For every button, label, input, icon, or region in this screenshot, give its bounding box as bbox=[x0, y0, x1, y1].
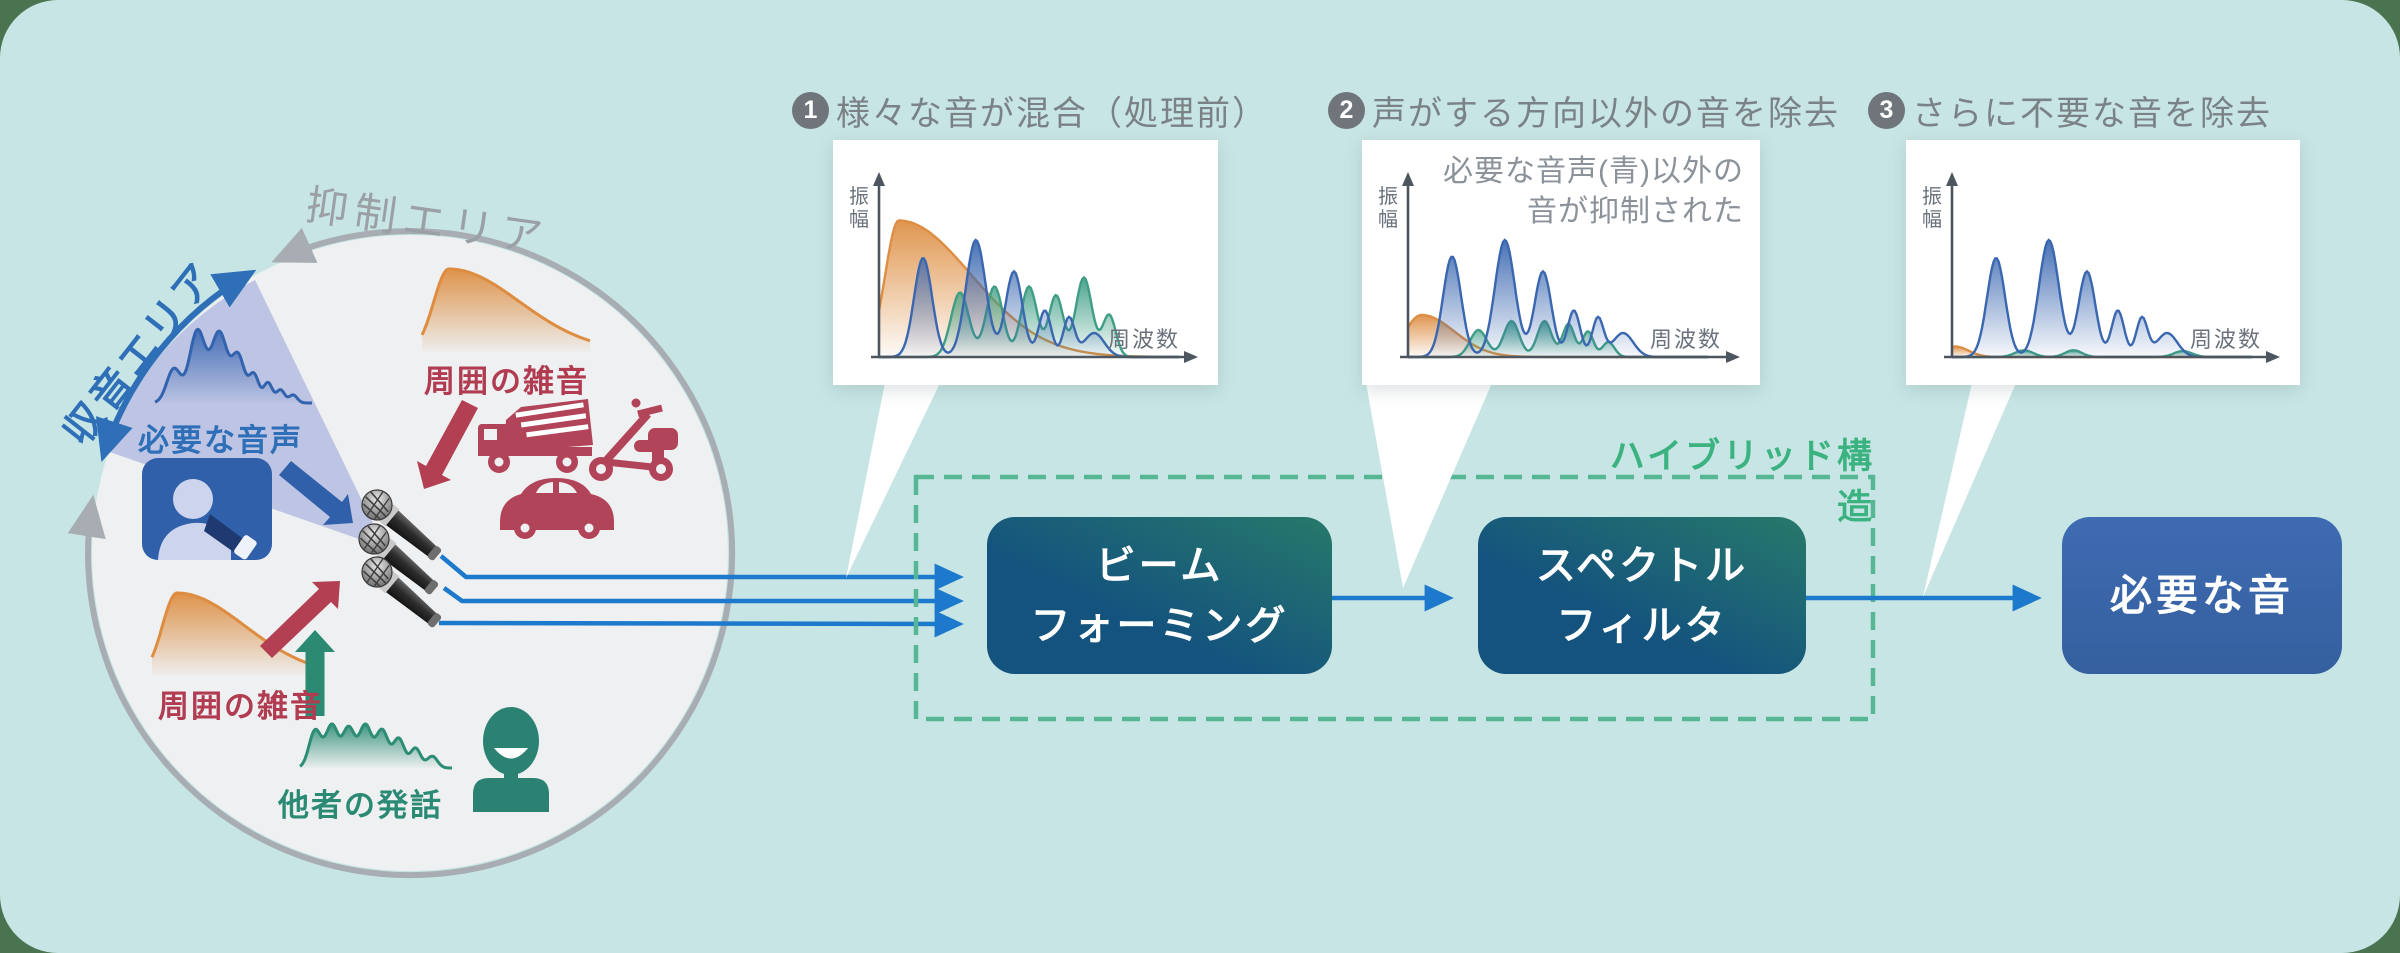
scooter-icon bbox=[589, 398, 678, 481]
y-axis-label: 振幅 bbox=[1378, 186, 1398, 231]
y-axis-label: 振幅 bbox=[1922, 186, 1942, 231]
spectrum-series bbox=[1408, 240, 1708, 357]
x-axis-label: 周波数 bbox=[1107, 327, 1180, 352]
chart-axes bbox=[871, 172, 1198, 363]
ambient-noise-label-top: 周囲の雑音 bbox=[424, 364, 589, 399]
suppression-arc bbox=[67, 227, 736, 879]
beamforming-box: ビーム フォーミング bbox=[987, 517, 1332, 674]
spectrum-chart-before bbox=[871, 172, 1198, 363]
mic-signal-lines bbox=[438, 554, 964, 638]
necessary-voice-label: 必要な音声 bbox=[138, 423, 303, 458]
step-text: 声がする方向以外の音を除去 bbox=[1372, 95, 1840, 133]
other-person-icon bbox=[473, 707, 549, 812]
step-text: 様々な音が混合（処理前） bbox=[836, 95, 1268, 133]
step-label-1: 1 様々な音が混合（処理前） bbox=[792, 86, 1268, 135]
noise-arrow-bottom bbox=[260, 581, 340, 658]
x-axis-label: 周波数 bbox=[2189, 327, 2262, 352]
others-speech-label: 他者の発話 bbox=[278, 788, 443, 823]
step-number-badge: 3 bbox=[1868, 92, 1905, 129]
step-text: さらに不要な音を除去 bbox=[1912, 95, 2272, 133]
voice-waveform bbox=[155, 329, 312, 403]
truck-icon bbox=[478, 399, 593, 473]
x-axis-label: 周波数 bbox=[1649, 327, 1722, 352]
spectrum-series bbox=[879, 240, 1179, 357]
spectrum-series bbox=[1952, 240, 2252, 357]
spectrum-chart-filtered bbox=[1944, 172, 2280, 363]
noise-hump-top bbox=[422, 269, 590, 352]
car-icon bbox=[500, 478, 614, 539]
y-axis-label: 振幅 bbox=[849, 186, 869, 231]
bubble-tail-1 bbox=[846, 383, 940, 578]
bubble-tail-3 bbox=[1923, 383, 2016, 597]
pickup-arc bbox=[96, 269, 257, 462]
chart-axes bbox=[1944, 172, 2280, 363]
speech-arrow bbox=[295, 630, 335, 716]
bubble-tail-2 bbox=[1366, 383, 1492, 588]
voice-arrow bbox=[279, 461, 353, 525]
chart-panel-before: 振幅 周波数 bbox=[833, 140, 1218, 385]
chart-axes bbox=[1400, 172, 1740, 363]
step-number-badge: 1 bbox=[792, 92, 829, 129]
chart-panel-beamformed: 振幅 周波数 必要な音声(青)以外の 音が抑制された bbox=[1362, 140, 1760, 385]
ambient-noise-label-bottom: 周囲の雑音 bbox=[158, 689, 323, 724]
spectrum-chart-beamformed bbox=[1400, 172, 1740, 363]
step-number-badge: 2 bbox=[1328, 92, 1365, 129]
step-label-2: 2 声がする方向以外の音を除去 bbox=[1328, 86, 1840, 135]
hybrid-structure-label: ハイブリッド構造 bbox=[1609, 437, 1875, 527]
chart-panel-filtered: 振幅 周波数 bbox=[1906, 140, 2300, 385]
spectral-filter-box: スペクトル フィルタ bbox=[1478, 517, 1806, 674]
spectrum-series bbox=[879, 277, 1179, 357]
output-box: 必要な音 bbox=[2062, 517, 2342, 674]
speaker-person-icon bbox=[142, 458, 272, 560]
noise-arrow-top bbox=[417, 400, 478, 489]
step-label-3: 3 さらに不要な音を除去 bbox=[1868, 86, 2272, 135]
chart-annotation: 必要な音声(青)以外の 音が抑制された bbox=[1443, 155, 1744, 228]
